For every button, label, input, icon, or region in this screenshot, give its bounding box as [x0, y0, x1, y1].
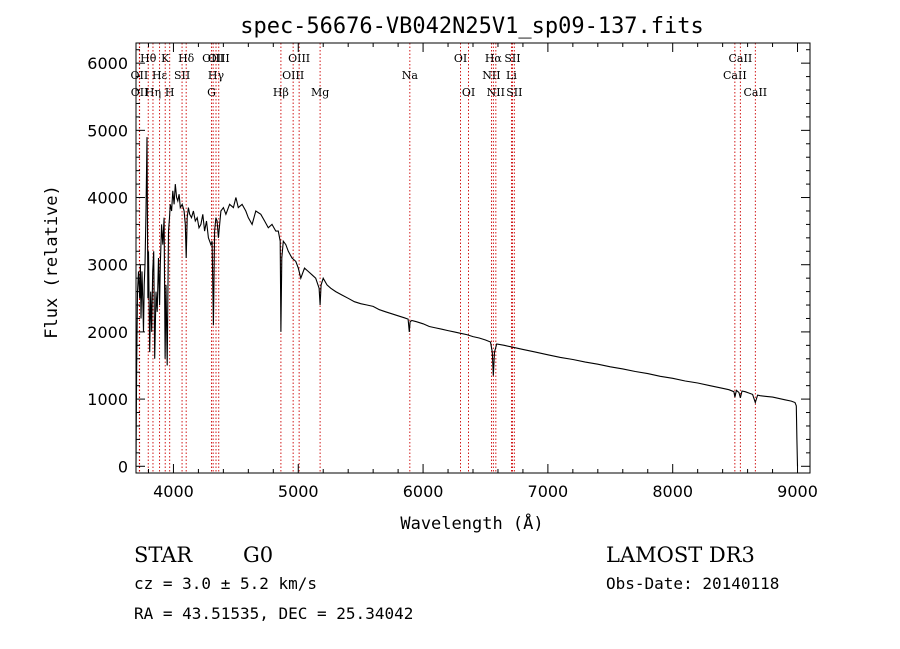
spectral-line-labels: OIIOIIHθHηHεKHSIIHδGOIIIHγOIIIHβOIIIOIII…: [131, 52, 768, 99]
object-subclass: G0: [243, 543, 273, 567]
line-label: OIII: [208, 52, 230, 65]
survey-label: LAMOST DR3: [606, 543, 755, 567]
x-axis-label: Wavelength (Å): [400, 512, 543, 534]
line-label: Hθ: [140, 52, 157, 65]
y-tick-label: 4000: [87, 189, 128, 208]
x-tick-label: 9000: [777, 482, 818, 501]
x-tick-label: 5000: [278, 482, 319, 501]
x-tick-label: 8000: [652, 482, 693, 501]
obs-date-text: Obs-Date: 20140118: [606, 574, 779, 593]
y-tick-label: 2000: [87, 323, 128, 342]
plot-frame: [135, 42, 811, 474]
line-label: Hη: [145, 86, 161, 99]
spectral-line-markers: [138, 43, 756, 473]
y-tick-label: 1000: [87, 390, 128, 409]
line-label: Mg: [311, 86, 329, 99]
object-class: STAR: [134, 543, 193, 567]
y-tick-label: 3000: [87, 256, 128, 275]
line-label: Hδ: [178, 52, 195, 65]
line-label: OI: [454, 52, 467, 65]
line-label: K: [161, 52, 170, 65]
line-label: Na: [402, 69, 419, 82]
line-label: OI: [462, 86, 475, 99]
coordinates-text: RA = 43.51535, DEC = 25.34042: [134, 604, 413, 623]
chart-title: spec-56676-VB042N25V1_sp09-137.fits: [240, 14, 704, 39]
line-label: G: [207, 86, 216, 99]
y-axis-ticks: 0 1000 2000 3000 4000 5000 6000: [87, 49, 810, 476]
x-tick-label: 4000: [153, 482, 194, 501]
y-tick-label: 5000: [87, 121, 128, 140]
y-axis-label: Flux (relative): [42, 185, 62, 339]
line-label: Hα: [485, 52, 503, 65]
line-label: Li: [506, 69, 517, 82]
x-tick-label: 6000: [403, 482, 444, 501]
line-label: OIII: [202, 52, 224, 65]
line-label: CaII: [723, 69, 747, 82]
line-label: OII: [131, 69, 149, 82]
line-label: NII: [482, 69, 500, 82]
line-label: OIII: [282, 69, 304, 82]
line-label: NII: [487, 86, 505, 99]
x-axis-ticks: 4000 5000 6000 7000 8000 9000: [147, 43, 818, 501]
line-label: Hγ: [208, 69, 225, 82]
line-label: OII: [131, 86, 149, 99]
spectrum-line: [135, 137, 799, 467]
y-tick-label: 6000: [87, 54, 128, 73]
y-tick-label: 0: [118, 457, 128, 476]
line-label: Hβ: [273, 86, 289, 99]
line-label: CaII: [743, 86, 767, 99]
x-tick-label: 7000: [528, 482, 569, 501]
line-label: H: [165, 86, 175, 99]
line-label: CaII: [729, 52, 753, 65]
line-label: Hε: [152, 69, 168, 82]
redshift-text: cz = 3.0 ± 5.2 km/s: [134, 574, 317, 593]
line-label: SII: [506, 86, 522, 99]
line-label: OIII: [288, 52, 310, 65]
line-label: SII: [504, 52, 520, 65]
line-label: SII: [174, 69, 190, 82]
